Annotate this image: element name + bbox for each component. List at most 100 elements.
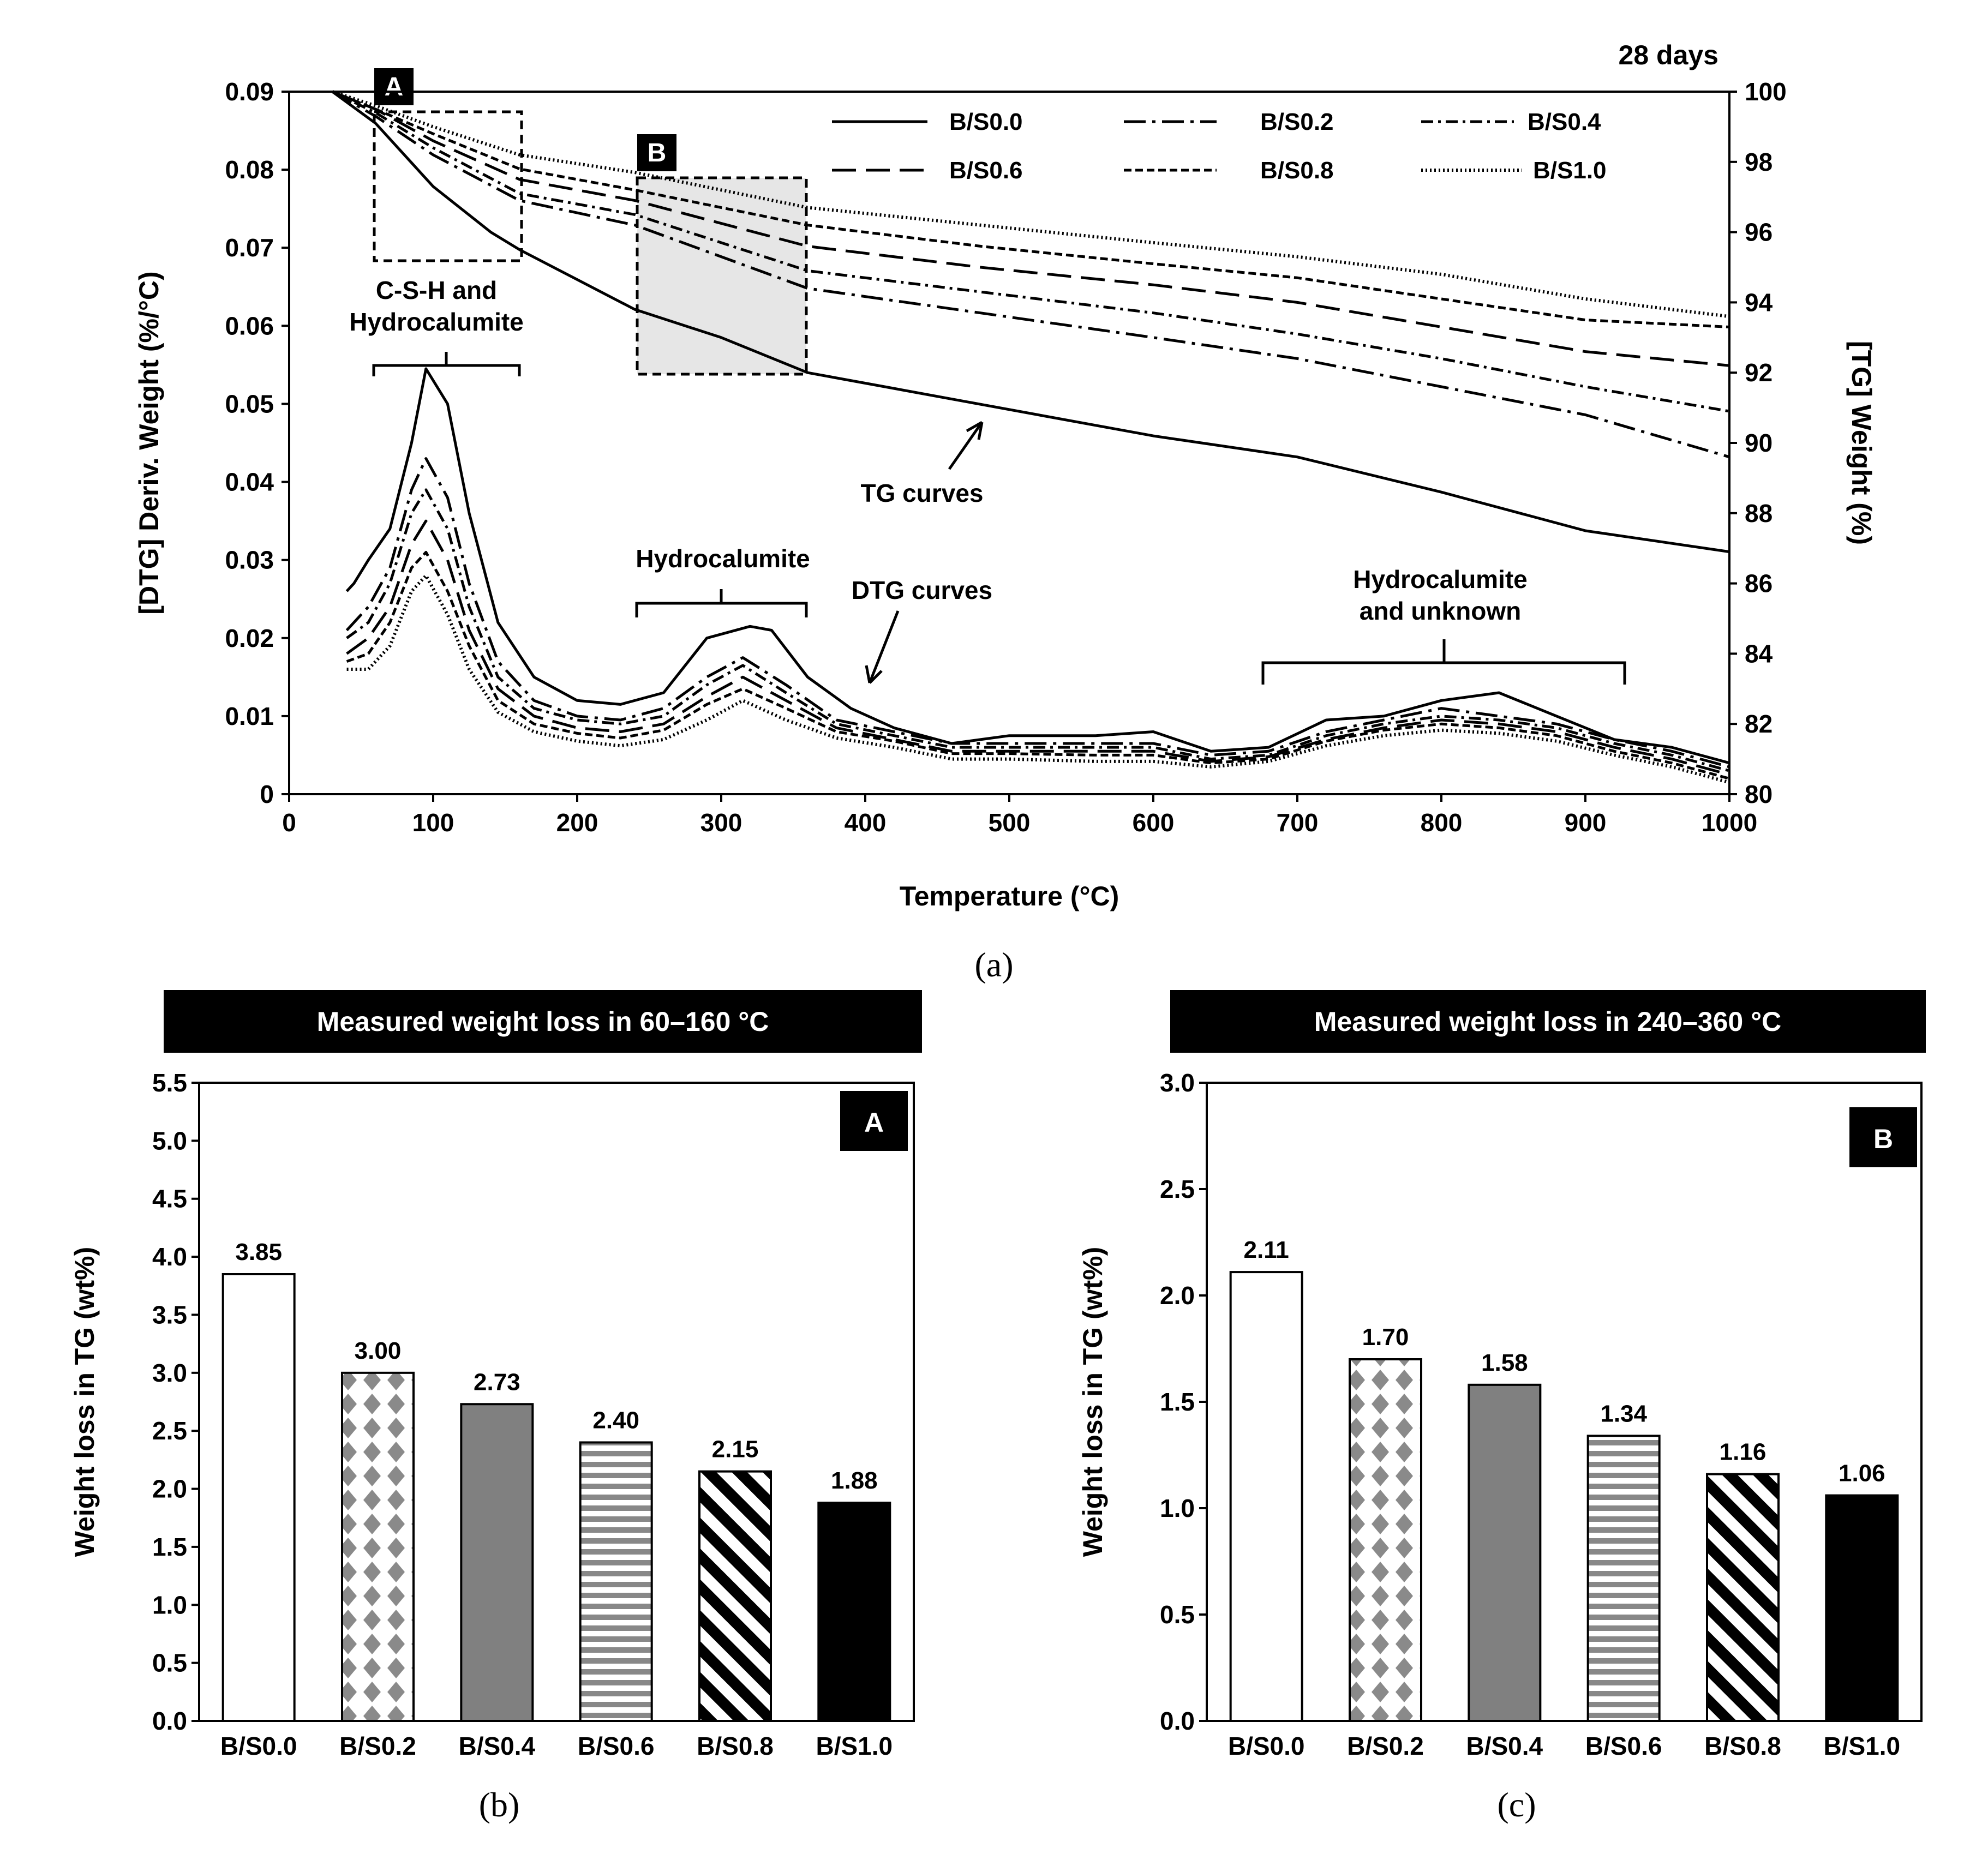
y-left-tick-label: 0.08 — [225, 155, 274, 184]
panel-b-y-tick-label: 5.5 — [152, 1069, 187, 1097]
panel-b-ticks: 0.0 0.5 1.0 1.5 2.0 2.5 3.0 3.5 4.0 4.5 5.0 5.5 — [152, 1069, 199, 1735]
y-right-tick-label: 90 — [1745, 429, 1773, 457]
panel-b-y-axis-title: Weight loss in TG (wt%) — [69, 1247, 100, 1557]
panel-b-y-tick-label: 1.0 — [152, 1591, 187, 1619]
panel-b-bar-bs04 — [460, 1403, 534, 1723]
panel-c-bar-bs06 — [1586, 1435, 1661, 1722]
y-right-tick-label: 80 — [1745, 780, 1773, 808]
y-left-tick-label: 0.03 — [225, 546, 274, 574]
annotation-csh-bracket — [372, 352, 521, 376]
dtg-curve-bs08 — [346, 550, 1730, 780]
tg-curve-bs10 — [332, 90, 1730, 319]
region-box-a — [373, 110, 523, 262]
panel-c-bars: 2.11 B/S0.0 1.70 B/S0.2 1.58 B/S0.4 1.34 B/S0.6… — [1228, 1237, 1900, 1760]
panel-c-box-label-bg — [1849, 1107, 1917, 1167]
y-left-tick-label: 0.06 — [225, 311, 274, 340]
y-left-tick-label: 0.07 — [225, 233, 274, 262]
panel-a: 0 100 200 300 400 500 600 700 800 900 1000 0 0.01 0.0… — [134, 40, 1877, 984]
panel-c-y-tick-label: 1.5 — [1160, 1388, 1195, 1416]
panel-a-dtg-curves — [345, 367, 1730, 784]
panel-b-y-tick-label: 3.0 — [152, 1359, 187, 1387]
region-label-a: A — [385, 73, 404, 101]
panel-c-category-label-bs04: B/S0.4 — [1466, 1732, 1543, 1760]
panel-b-category-label-bs08: B/S0.8 — [697, 1732, 774, 1760]
annotation-tg-curves: TG curves — [861, 479, 984, 507]
panel-c-y-tick-label: 1.0 — [1160, 1494, 1195, 1522]
y-left-tick-label: 0.01 — [225, 702, 274, 730]
panel-b-banner — [164, 990, 922, 1053]
panel-b-banner-text: Measured weight loss in 60–160 °C — [317, 1006, 769, 1037]
x-tick-label: 1000 — [1702, 808, 1757, 837]
y-right-tick-label: 96 — [1745, 218, 1773, 247]
panel-b-box-label-bg — [840, 1091, 908, 1151]
panel-b-value-label-bs04: 2.73 — [474, 1369, 520, 1395]
panel-c-bar-bs00 — [1229, 1271, 1303, 1723]
panel-c-category-label-bs06: B/S0.6 — [1585, 1732, 1662, 1760]
panel-a-regions: A B — [373, 68, 808, 376]
panel-c-category-label-bs02: B/S0.2 — [1347, 1732, 1424, 1760]
panel-b-y-tick-label: 2.5 — [152, 1417, 187, 1445]
panel-b-caption: (b) — [479, 1785, 520, 1824]
panel-c-caption: (c) — [1497, 1785, 1536, 1824]
x-tick-label: 500 — [989, 808, 1031, 837]
x-tick-label: 400 — [845, 808, 887, 837]
panel-c-y-tick-label: 2.0 — [1160, 1281, 1195, 1310]
panel-a-caption: (a) — [974, 945, 1013, 984]
panel-c-value-label-bs00: 2.11 — [1244, 1237, 1289, 1263]
panel-c-bar-bs10 — [1825, 1494, 1899, 1723]
panel-b-y-tick-label: 1.5 — [152, 1533, 187, 1561]
annotation-dtg-arrow — [865, 610, 900, 684]
panel-b-bar-bs08 — [698, 1470, 772, 1723]
region-box-b — [636, 176, 808, 376]
panel-c-y-tick-label: 2.5 — [1160, 1175, 1195, 1203]
legend-label-bs10: B/S1.0 — [1533, 157, 1607, 184]
tg-curve-bs06 — [332, 90, 1730, 367]
panel-a-legend: B/S0.0 B/S0.2 B/S0.4 B/S0.6 B/S0.8 B/S1.… — [832, 109, 1607, 184]
x-tick-label: 200 — [556, 808, 598, 837]
dtg-curve-bs00 — [345, 367, 1730, 765]
panel-b-category-label-bs00: B/S0.0 — [220, 1732, 297, 1760]
panel-b-value-label-bs10: 1.88 — [831, 1467, 878, 1494]
panel-a-x-axis-title: Temperature (°C) — [900, 881, 1119, 911]
panel-c-banner — [1170, 990, 1926, 1053]
panel-b-y-tick-label: 4.0 — [152, 1243, 187, 1271]
y-left-tick-label: 0.05 — [225, 389, 274, 418]
y-right-tick-label: 82 — [1745, 710, 1773, 738]
y-right-tick-label: 84 — [1745, 639, 1773, 668]
panel-c-y-tick-label: 0.0 — [1160, 1707, 1195, 1735]
panel-b-value-label-bs08: 2.15 — [712, 1436, 759, 1463]
panel-b-y-tick-label: 0.0 — [152, 1707, 187, 1735]
y-left-tick-label: 0.02 — [225, 624, 274, 652]
y-right-tick-label: 98 — [1745, 148, 1773, 176]
panel-c: Measured weight loss in 240–360 °C 0.00.… — [1077, 990, 1926, 1824]
x-tick-label: 900 — [1565, 808, 1607, 837]
panel-a-plot-frame — [288, 91, 1730, 795]
panel-c-bar-bs08 — [1706, 1473, 1780, 1723]
panel-c-category-label-bs08: B/S0.8 — [1704, 1732, 1781, 1760]
panel-b-value-label-bs00: 3.85 — [235, 1239, 282, 1265]
panel-a-y-right-title: [TG] Weight (%) — [1846, 341, 1877, 545]
panel-b-y-tick-label: 5.0 — [152, 1126, 187, 1155]
panel-b-y-tick-label: 2.0 — [152, 1475, 187, 1503]
x-tick-label: 300 — [700, 808, 742, 837]
tg-curve-bs08 — [332, 90, 1730, 328]
panel-b-value-label-bs02: 3.00 — [355, 1337, 402, 1364]
panel-c-value-label-bs10: 1.06 — [1839, 1460, 1885, 1487]
panel-b-bars: 3.85 B/S0.0 3.00 B/S0.2 2.73 B/S0.4 2.40 B/S0.6… — [220, 1239, 893, 1760]
panel-c-banner-text: Measured weight loss in 240–360 °C — [1314, 1006, 1781, 1037]
x-tick-label: 800 — [1421, 808, 1463, 837]
y-left-tick-label: 0.04 — [225, 468, 274, 496]
x-tick-label: 100 — [412, 808, 454, 837]
panel-a-duration-label: 28 days — [1619, 40, 1718, 70]
annotation-hydro-mid-bracket — [635, 589, 808, 617]
annotation-csh-line2: Hydrocalumite — [349, 308, 524, 336]
panel-c-plot-frame — [1206, 1082, 1923, 1722]
x-tick-label: 0 — [282, 808, 296, 837]
dtg-curve-bs06 — [346, 519, 1730, 776]
legend-label-bs02: B/S0.2 — [1260, 109, 1334, 135]
panel-c-bar-bs04 — [1468, 1383, 1542, 1723]
panel-b-value-label-bs06: 2.40 — [592, 1407, 639, 1433]
panel-b-category-label-bs06: B/S0.6 — [578, 1732, 655, 1760]
legend-label-bs00: B/S0.0 — [949, 109, 1023, 135]
panel-c-value-label-bs08: 1.16 — [1720, 1439, 1767, 1466]
